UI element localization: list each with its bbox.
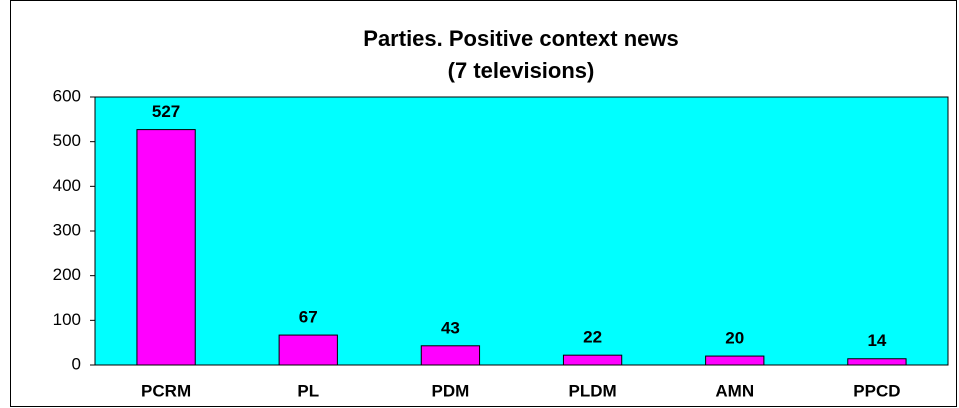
chart-subtitle: (7 televisions) bbox=[448, 58, 595, 83]
y-tick-label: 300 bbox=[53, 220, 81, 239]
x-tick-label: PCRM bbox=[141, 381, 191, 400]
y-tick-label: 600 bbox=[53, 86, 81, 105]
chart-title: Parties. Positive context news bbox=[363, 26, 678, 51]
bar bbox=[705, 355, 765, 366]
y-tick-label: 200 bbox=[53, 265, 81, 284]
data-label: 20 bbox=[725, 329, 744, 348]
y-tick-label: 0 bbox=[72, 354, 81, 373]
data-label: 22 bbox=[583, 328, 602, 347]
bar bbox=[847, 358, 907, 366]
x-tick-label: AMN bbox=[715, 381, 754, 400]
bar bbox=[420, 345, 481, 366]
bar bbox=[136, 129, 196, 366]
x-tick-label: PDM bbox=[432, 381, 470, 400]
bar bbox=[278, 334, 338, 366]
bar bbox=[562, 354, 623, 366]
y-tick-label: 500 bbox=[53, 131, 81, 150]
x-tick-label: PLDM bbox=[568, 381, 616, 400]
y-tick-label: 400 bbox=[53, 176, 81, 195]
data-label: 527 bbox=[152, 102, 180, 121]
data-label: 14 bbox=[867, 331, 886, 350]
data-label: 43 bbox=[441, 318, 460, 337]
plot-area bbox=[94, 96, 949, 366]
data-label: 67 bbox=[299, 308, 318, 327]
x-tick-label: PL bbox=[297, 381, 319, 400]
y-tick-label: 100 bbox=[53, 310, 81, 329]
x-tick-label: PPCD bbox=[853, 381, 900, 400]
